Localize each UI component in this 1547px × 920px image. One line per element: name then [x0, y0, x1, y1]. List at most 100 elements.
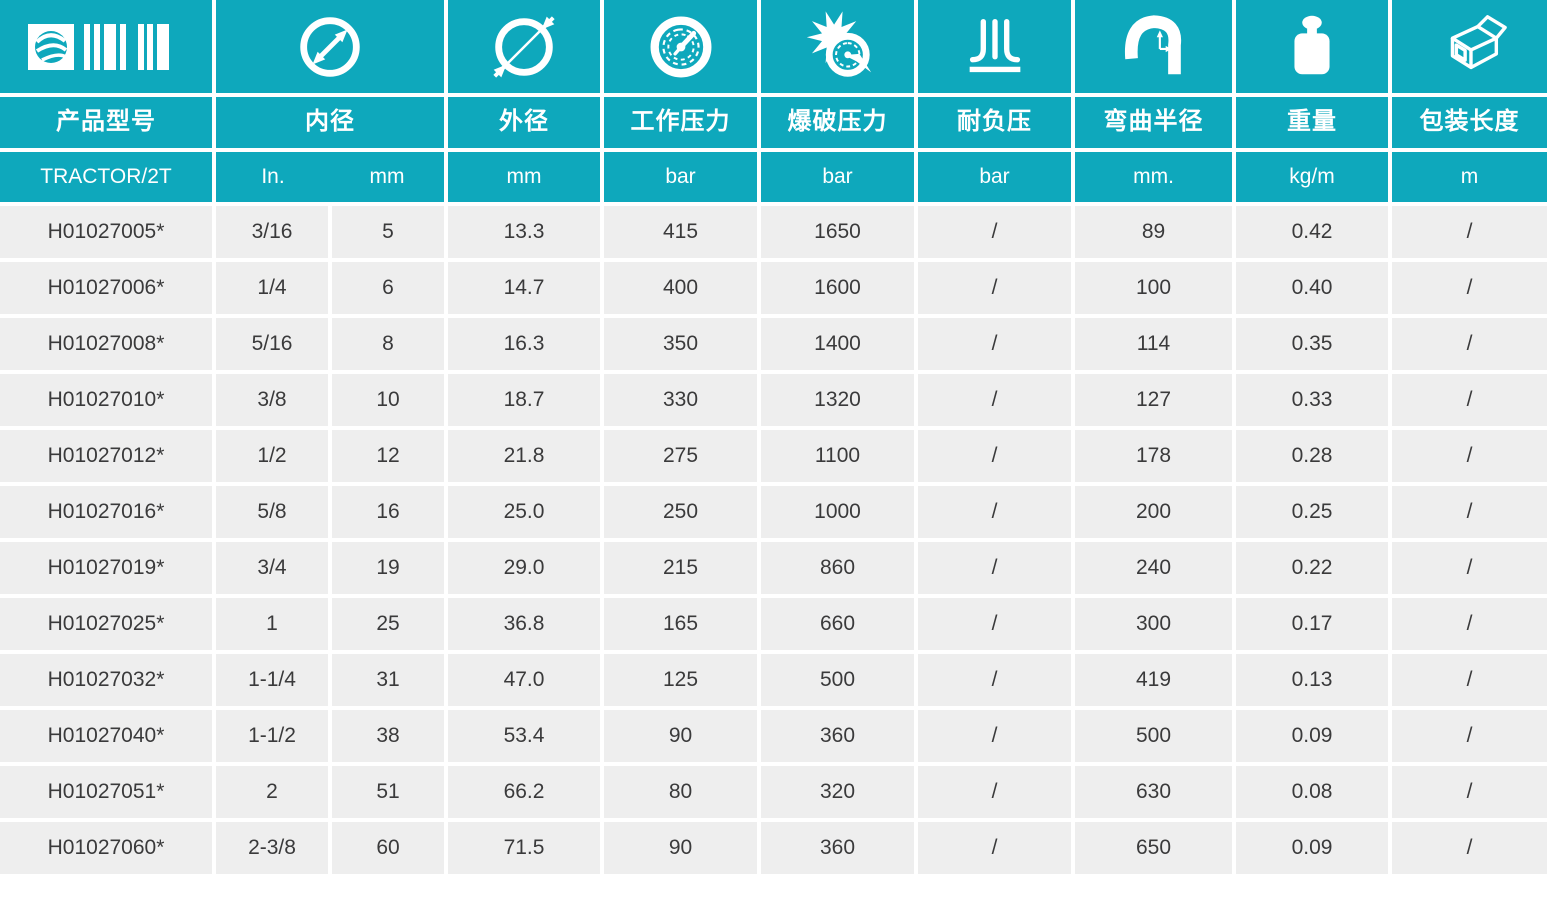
cell-working-pressure: 415 [604, 206, 757, 258]
table-row: H01027051* 2 51 66.2 80 320/630 0.08/ [0, 766, 1547, 818]
cell-working-pressure: 250 [604, 486, 757, 538]
cell-working-pressure: 330 [604, 374, 757, 426]
bend-radius-icon [1115, 8, 1193, 86]
unit-vacuum: bar [918, 152, 1071, 202]
working-pressure-gauge-icon [642, 8, 720, 86]
cell-weight: 0.17 [1236, 598, 1388, 650]
outer-diameter-icon [485, 8, 563, 86]
cell-packing-length: / [1392, 598, 1547, 650]
table-row: H01027032* 1-1/4 31 47.0 125 500/419 0.13/ [0, 654, 1547, 706]
cell-bend-radius: 630 [1075, 766, 1232, 818]
cell-packing-length: / [1392, 654, 1547, 706]
cell-vacuum: / [918, 486, 1071, 538]
cell-burst-pressure: 1650 [761, 206, 914, 258]
cell-model: H01027040* [0, 710, 212, 762]
cell-weight: 0.13 [1236, 654, 1388, 706]
cell-outer-diameter-mm: 25.0 [448, 486, 600, 538]
cell-burst-pressure: 660 [761, 598, 914, 650]
globe-barcode-logo-icon [26, 16, 186, 78]
cell-inner-diameter-in: 3/8 [216, 374, 328, 426]
packing-length-box-icon [1431, 8, 1509, 86]
cell-outer-diameter-mm: 66.2 [448, 766, 600, 818]
cell-outer-diameter-mm: 29.0 [448, 542, 600, 594]
cell-working-pressure: 80 [604, 766, 757, 818]
cell-inner-diameter-mm: 8 [332, 318, 444, 370]
cell-inner-diameter-mm: 6 [332, 262, 444, 314]
cell-packing-length: / [1392, 262, 1547, 314]
cell-inner-diameter-mm: 60 [332, 822, 444, 874]
cell-model: H01027012* [0, 430, 212, 482]
cell-weight: 0.25 [1236, 486, 1388, 538]
cell-outer-diameter-mm: 53.4 [448, 710, 600, 762]
cell-outer-diameter-mm: 18.7 [448, 374, 600, 426]
table-row: H01027010* 3/8 10 18.7 330 1320/127 0.33/ [0, 374, 1547, 426]
cell-packing-length: / [1392, 766, 1547, 818]
table-row: H01027012* 1/2 12 21.8 275 1100/178 0.28/ [0, 430, 1547, 482]
cell-working-pressure: 165 [604, 598, 757, 650]
cell-outer-diameter-mm: 71.5 [448, 822, 600, 874]
cell-burst-pressure: 360 [761, 822, 914, 874]
cell-inner-diameter-mm: 31 [332, 654, 444, 706]
cell-outer-diameter-mm: 14.7 [448, 262, 600, 314]
cell-inner-diameter-in: 1-1/4 [216, 654, 328, 706]
cell-model: H01027008* [0, 318, 212, 370]
cell-bend-radius: 650 [1075, 822, 1232, 874]
series-code: TRACTOR/2T [0, 152, 212, 202]
cell-model: H01027005* [0, 206, 212, 258]
cell-working-pressure: 90 [604, 710, 757, 762]
cell-vacuum: / [918, 318, 1071, 370]
cell-bend-radius: 178 [1075, 430, 1232, 482]
table-row: H01027019* 3/4 19 29.0 215 860/240 0.22/ [0, 542, 1547, 594]
cell-inner-diameter-mm: 19 [332, 542, 444, 594]
cell-packing-length: / [1392, 374, 1547, 426]
cell-bend-radius: 419 [1075, 654, 1232, 706]
cell-packing-length: / [1392, 710, 1547, 762]
cell-bend-radius: 300 [1075, 598, 1232, 650]
cell-vacuum: / [918, 598, 1071, 650]
col-label-vacuum: 耐负压 [918, 97, 1071, 148]
weight-cell [1236, 0, 1388, 93]
weight-icon [1273, 8, 1351, 86]
cell-inner-diameter-mm: 10 [332, 374, 444, 426]
col-label-bend-radius: 弯曲半径 [1075, 97, 1232, 148]
packing-length-cell [1392, 0, 1547, 93]
unit-bend-radius: mm. [1075, 152, 1232, 202]
cell-bend-radius: 100 [1075, 262, 1232, 314]
cell-vacuum: / [918, 206, 1071, 258]
cell-bend-radius: 500 [1075, 710, 1232, 762]
table-row: H01027060* 2-3/8 60 71.5 90 360/650 0.09/ [0, 822, 1547, 874]
inner-diameter-icon [291, 8, 369, 86]
cell-burst-pressure: 860 [761, 542, 914, 594]
cell-vacuum: / [918, 654, 1071, 706]
cell-vacuum: / [918, 542, 1071, 594]
cell-model: H01027010* [0, 374, 212, 426]
cell-inner-diameter-in: 2 [216, 766, 328, 818]
cell-inner-diameter-in: 5/8 [216, 486, 328, 538]
cell-model: H01027060* [0, 822, 212, 874]
vacuum-resistance-icon [956, 8, 1034, 86]
cell-burst-pressure: 1000 [761, 486, 914, 538]
cell-inner-diameter-mm: 25 [332, 598, 444, 650]
unit-outer-diameter: mm [448, 152, 600, 202]
cell-outer-diameter-mm: 13.3 [448, 206, 600, 258]
cell-burst-pressure: 1400 [761, 318, 914, 370]
unit-burst-pressure: bar [761, 152, 914, 202]
cell-bend-radius: 114 [1075, 318, 1232, 370]
burst-pressure-cell [761, 0, 914, 93]
cell-packing-length: / [1392, 486, 1547, 538]
vacuum-resistance-cell [918, 0, 1071, 93]
cell-inner-diameter-in: 2-3/8 [216, 822, 328, 874]
cell-model: H01027032* [0, 654, 212, 706]
cell-outer-diameter-mm: 16.3 [448, 318, 600, 370]
cell-inner-diameter-mm: 5 [332, 206, 444, 258]
col-label-outer-diameter: 外径 [448, 97, 600, 148]
label-header-row: 产品型号 内径 外径 工作压力 爆破压力 耐负压 弯曲半径 重量 包装长度 [0, 97, 1547, 148]
cell-outer-diameter-mm: 36.8 [448, 598, 600, 650]
table-row: H01027008* 5/16 8 16.3 350 1400/114 0.35/ [0, 318, 1547, 370]
cell-working-pressure: 125 [604, 654, 757, 706]
col-label-packing-length: 包装长度 [1392, 97, 1547, 148]
outer-diameter-cell [448, 0, 600, 93]
cell-outer-diameter-mm: 47.0 [448, 654, 600, 706]
cell-inner-diameter-mm: 51 [332, 766, 444, 818]
table-body: H01027005* 3/16 5 13.3 415 1650/89 0.42/H01027… [0, 206, 1547, 874]
